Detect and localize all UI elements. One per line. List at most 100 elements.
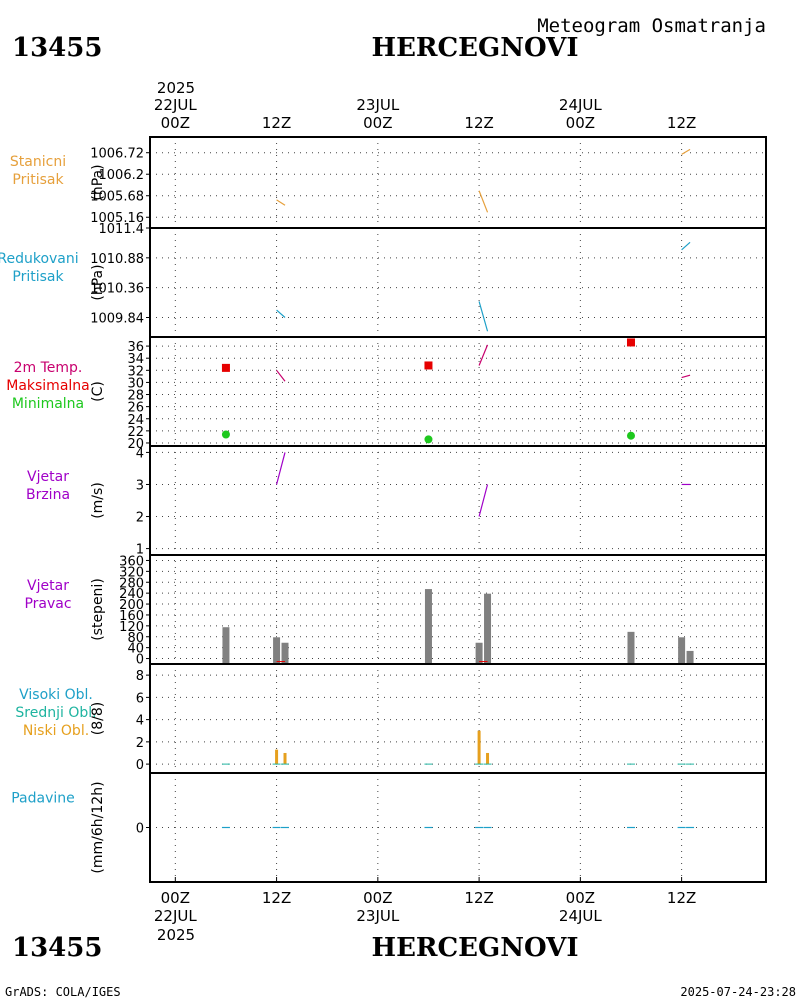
series-segment	[478, 301, 489, 332]
top-time-label: 12Z	[667, 114, 696, 132]
panel-label: Srednji Obl.	[15, 705, 96, 721]
panel-label: Vjetar	[27, 578, 69, 594]
bottom-date-label: 22JUL	[154, 907, 197, 925]
bottom-date-label: 24JUL	[559, 907, 602, 925]
y-axis-unit-label: (m/s)	[90, 482, 106, 519]
wind-direction-bar	[686, 650, 694, 664]
y-tick-label: 320	[119, 565, 144, 580]
low-cloud-bar	[486, 752, 490, 765]
y-tick-label: 1005.68	[90, 190, 144, 205]
top-time-label: 00Z	[363, 114, 392, 132]
bottom-time-label: 12Z	[464, 889, 493, 907]
y-tick-label: 1010.88	[90, 252, 144, 267]
bottom-time-label: 00Z	[363, 889, 392, 907]
top-date-label: 24JUL	[559, 96, 602, 114]
tmax-point	[424, 361, 433, 370]
y-tick-label: 360	[119, 554, 144, 569]
panel-label: Brzina	[26, 487, 70, 503]
generation-timestamp: 2025-07-24-23:28	[680, 985, 796, 999]
top-date-label: 23JUL	[356, 96, 399, 114]
wind-direction-bar	[627, 631, 635, 664]
y-tick-label: 80	[127, 631, 144, 646]
y-tick-label: 0	[136, 758, 144, 773]
panel-precipitation: 0 Padavine (mm/6h/12h)	[11, 772, 766, 882]
y-tick-label: 36	[127, 340, 144, 355]
tmax-point	[626, 338, 635, 347]
series-segment	[276, 369, 286, 382]
low-cloud-bar	[477, 730, 481, 765]
series-segment	[275, 452, 286, 485]
wind-direction-bar	[424, 589, 432, 664]
bottom-date-label: 23JUL	[356, 907, 399, 925]
plot-frame	[149, 136, 767, 883]
y-tick-label: 2	[136, 511, 144, 526]
series-segment	[478, 190, 489, 213]
y-axis-unit-label: (mm/6h/12h)	[90, 781, 106, 873]
panel-label: Maksimalna	[6, 378, 90, 394]
y-tick-label: 3	[136, 478, 144, 493]
y-tick-label: 24	[127, 413, 144, 428]
y-tick-label: 22	[127, 425, 144, 440]
wind-direction-bar	[484, 593, 492, 664]
panel-label: Visoki Obl.	[19, 687, 93, 703]
bottom-time-label: 12Z	[262, 889, 291, 907]
tmax-point	[221, 363, 230, 372]
y-tick-label: 1010.36	[90, 282, 144, 297]
panel-label: 2m Temp.	[14, 360, 83, 376]
y-axis-unit-label: (C)	[90, 381, 106, 402]
y-axis-unit-label: (stepeni)	[90, 578, 106, 641]
low-cloud-bar	[275, 749, 279, 765]
y-tick-label: 200	[119, 598, 144, 613]
tmin-point	[424, 435, 433, 444]
top-date-label: 22JUL	[154, 96, 197, 114]
tmin-point	[221, 430, 230, 439]
y-tick-label: 4	[136, 446, 144, 461]
panel-label: Minimalna	[12, 396, 84, 412]
top-time-label: 00Z	[566, 114, 595, 132]
station-name-top: HERCEGNOVI	[372, 33, 579, 63]
y-tick-label: 120	[119, 620, 144, 635]
series-segment	[681, 148, 691, 155]
panel-clouds: 0 2 4 6 8 Visoki Obl. Srednji Obl. Niski Obl. (8…	[15, 663, 766, 773]
bottom-time-label: 00Z	[566, 889, 595, 907]
y-tick-label: 1006.72	[90, 147, 144, 162]
y-tick-label: 0	[136, 653, 144, 668]
wind-direction-bar	[475, 642, 483, 664]
top-year: 2025	[157, 79, 195, 97]
top-time-label: 12Z	[262, 114, 291, 132]
y-tick-label: 28	[127, 389, 144, 404]
y-tick-label: 34	[127, 352, 144, 367]
panel-label: Pritisak	[12, 269, 64, 285]
panel-label: Vjetar	[27, 469, 69, 485]
panel-station_pressure: 1006.72 1006.2 1005.68 1005.16 Stanicni Priti…	[10, 136, 766, 228]
y-tick-label: 26	[127, 401, 144, 416]
panel-label: Niski Obl.	[23, 723, 89, 739]
station-name-bottom: HERCEGNOVI	[372, 933, 579, 963]
series-segment	[478, 484, 489, 517]
y-tick-label: 40	[127, 642, 144, 657]
panel-label: Redukovani	[0, 251, 79, 267]
station-id-bottom: 13455	[12, 933, 102, 963]
y-tick-label: 4	[136, 714, 144, 729]
panel-label: Stanicni	[10, 154, 66, 170]
y-tick-label: 160	[119, 609, 144, 624]
y-tick-label: 32	[127, 364, 144, 379]
bottom-year: 2025	[157, 926, 195, 944]
grads-credit: GrADS: COLA/IGES	[5, 985, 121, 999]
y-tick-label: 280	[119, 576, 144, 591]
series-segment	[276, 199, 286, 206]
station-id-top: 13455	[12, 33, 102, 63]
series-segment	[276, 309, 286, 318]
y-axis-unit-label: (hPa)	[90, 164, 106, 200]
wind-direction-bar	[222, 627, 230, 664]
y-axis-unit-label: (hPa)	[90, 264, 106, 300]
y-tick-label: 2	[136, 736, 144, 751]
plot-layer: 00Z22JUL00Z22JUL12Z12Z00Z23JUL00Z23JUL12…	[0, 96, 767, 925]
series-segment	[478, 344, 489, 366]
tmin-point	[626, 431, 635, 440]
y-tick-label: 0	[136, 822, 144, 837]
